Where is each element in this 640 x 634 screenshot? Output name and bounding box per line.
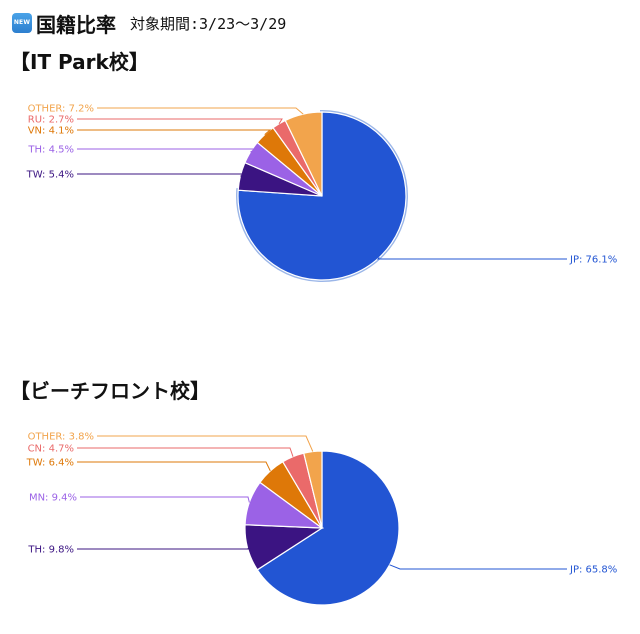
leader-line [77,148,258,153]
leader-line [77,447,294,457]
pie-chart-beachfront: JP: 65.8% TH: 9.8% MN: 9.4% TW: 6.4% CN: 4.7… [26,432,617,606]
leader-line [77,547,251,550]
slice-label: JP: 65.8% [569,565,617,576]
pie-slice-jp [237,111,407,281]
slice-label: TW: 6.4% [26,458,74,469]
pie-slice-other [303,450,323,529]
slice-label: MN: 9.4% [29,493,77,504]
leader-line [376,257,567,260]
slice-label: VN: 4.1% [28,126,74,137]
pie-slice-other [284,111,323,197]
report-period: 対象期間:3/23〜3/29 [130,14,287,33]
slice-label: TH: 4.5% [27,145,74,156]
new-badge-icon: NEW [12,13,32,33]
slice-label: TH: 9.8% [27,545,74,556]
slice-label: RU: 2.7% [28,115,74,126]
report-title: 国籍比率 [36,12,116,37]
leader-line [77,118,283,125]
report-header: NEW 国籍比率 対象期間:3/23〜3/29 [12,10,287,37]
leader-line [77,129,272,135]
leader-line [77,173,249,177]
leader-line [97,107,304,115]
leader-line [97,435,314,452]
section-title-it-park: 【IT Park校】 [10,50,149,74]
leader-line [389,564,567,570]
slice-label: OTHER: 3.8% [28,432,94,443]
pie-chart-it-park: JP: 76.1% TW: 5.4% TH: 4.5% VN: 4.1%RU: 2.7… [26,104,617,282]
slice-label: TW: 5.4% [26,170,74,181]
leader-line [77,461,271,472]
slice-label: JP: 76.1% [569,255,617,266]
leader-line [80,496,250,503]
slice-label: CN: 4.7% [28,444,74,455]
slice-label: OTHER: 7.2% [28,104,94,115]
section-title-beachfront: 【ビーチフロント校】 [10,379,210,403]
